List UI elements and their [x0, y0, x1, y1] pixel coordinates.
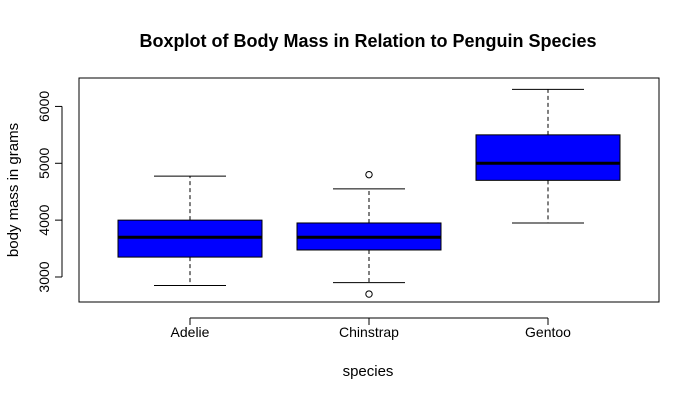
iqr-box	[475, 134, 621, 181]
y-tick-label: 6000	[36, 91, 52, 122]
plot-frame	[78, 77, 660, 303]
outlier-point	[365, 170, 373, 179]
y-axis: 3000 4000 5000 6000	[36, 91, 63, 293]
y-tick-label: 5000	[36, 147, 52, 178]
x-tick-label: Chinstrap	[339, 324, 399, 340]
x-axis-label: species	[343, 363, 394, 380]
y-tick-label: 3000	[36, 261, 52, 292]
outlier-point	[365, 290, 373, 298]
x-tick-label: Gentoo	[525, 324, 571, 340]
y-tick-label: 4000	[36, 204, 52, 235]
chart-title: Boxplot of Body Mass in Relation to Peng…	[139, 31, 596, 51]
boxes-group	[117, 88, 621, 298]
x-axis: Adelie Chinstrap Gentoo	[171, 317, 571, 340]
y-axis-label: body mass in grams	[5, 123, 22, 257]
x-tick-label: Adelie	[171, 324, 210, 340]
